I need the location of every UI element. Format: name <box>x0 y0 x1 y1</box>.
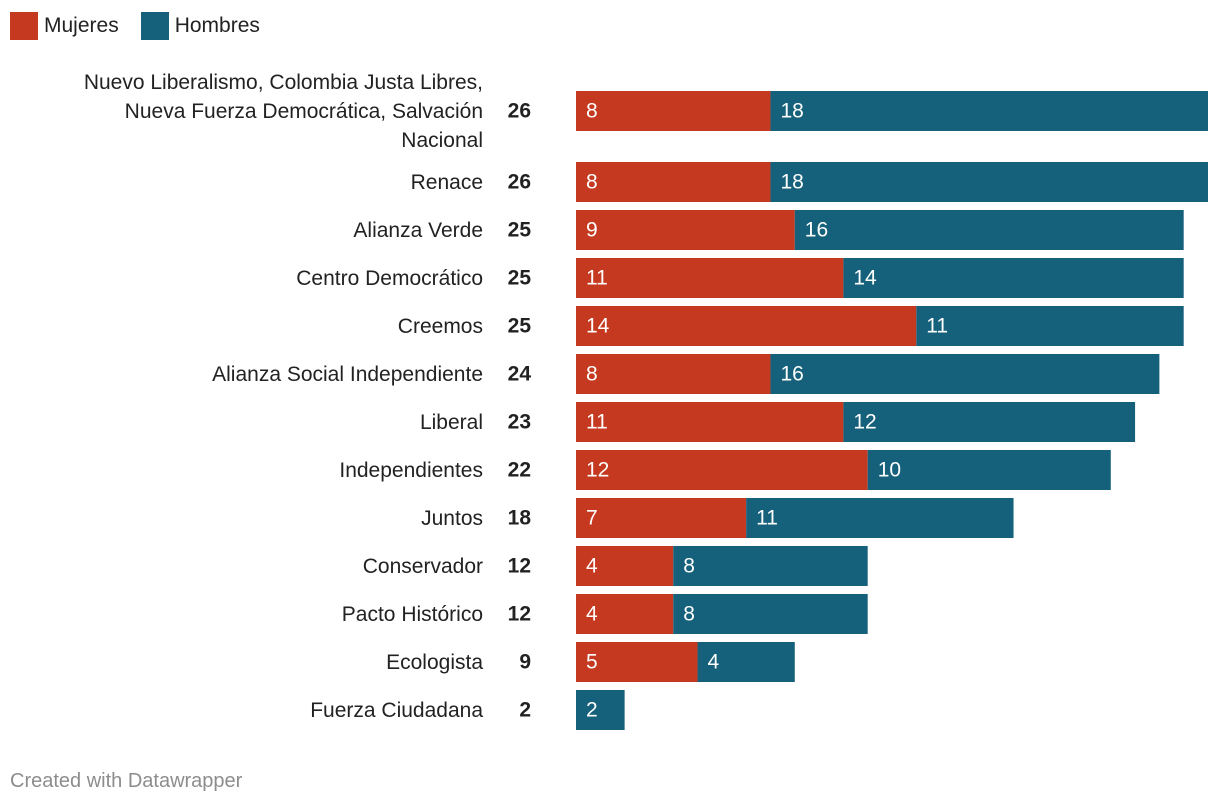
category-label: Ecologista <box>386 651 483 674</box>
bar-segment-mujeres <box>576 91 771 131</box>
category-label: Juntos <box>421 507 483 530</box>
bar-segment-hombres <box>770 354 1160 394</box>
value-label-mujeres: 8 <box>586 363 598 386</box>
total-label: 18 <box>508 507 532 530</box>
category-label: Conservador <box>363 555 483 578</box>
bar-segment-hombres <box>916 306 1184 346</box>
bar-segment-hombres <box>673 546 868 586</box>
value-label-mujeres: 8 <box>586 100 598 123</box>
value-label-hombres: 14 <box>853 267 877 290</box>
bar-segment-hombres <box>770 91 1208 131</box>
total-label: 26 <box>508 100 531 123</box>
value-label-hombres: 16 <box>805 219 828 242</box>
bar-chart: Nuevo Liberalismo, Colombia Justa Libres… <box>84 71 1208 730</box>
bar-segment-mujeres <box>576 594 674 634</box>
footer-credit: Created with Datawrapper <box>10 770 243 792</box>
bar-segment-mujeres <box>576 642 698 682</box>
bar-segment-mujeres <box>576 210 795 250</box>
legend-swatch-mujeres <box>10 12 38 40</box>
legend-label-hombres: Hombres <box>174 14 260 37</box>
value-label-mujeres: 4 <box>586 555 598 578</box>
bar-segment-hombres <box>843 258 1184 298</box>
category-label: Liberal <box>420 411 483 434</box>
bar-segment-hombres <box>576 690 625 730</box>
value-label-mujeres: 11 <box>586 267 608 290</box>
bar-segment-mujeres <box>576 354 771 394</box>
value-label-hombres: 8 <box>683 603 695 626</box>
bar-segment-hombres <box>746 498 1014 538</box>
value-label-mujeres: 4 <box>586 603 598 626</box>
value-label-hombres: 18 <box>780 171 803 194</box>
category-label: Alianza Social Independiente <box>212 363 483 386</box>
total-label: 23 <box>508 411 531 434</box>
bar-segment-mujeres <box>576 450 868 490</box>
bar-segment-hombres <box>697 642 795 682</box>
legend-item-mujeres: Mujeres <box>10 12 119 40</box>
bar-segment-mujeres <box>576 498 747 538</box>
category-label: Centro Democrático <box>296 267 483 290</box>
legend-label-mujeres: Mujeres <box>44 14 119 37</box>
value-label-hombres: 18 <box>780 100 803 123</box>
category-label: Alianza Verde <box>353 219 483 242</box>
total-label: 12 <box>508 555 531 578</box>
value-label-hombres: 4 <box>708 651 720 674</box>
bar-segment-hombres <box>843 402 1136 442</box>
category-label: Fuerza Ciudadana <box>310 699 483 722</box>
bar-segment-hombres <box>867 450 1111 490</box>
category-label: Nuevo Liberalismo, Colombia Justa Libres… <box>84 71 483 152</box>
bar-segment-mujeres <box>576 546 674 586</box>
category-label: Independientes <box>339 459 483 482</box>
value-label-hombres: 12 <box>853 411 876 434</box>
total-label: 25 <box>508 267 532 290</box>
total-label: 9 <box>519 651 531 674</box>
legend-item-hombres: Hombres <box>140 12 260 40</box>
total-label: 26 <box>508 171 531 194</box>
value-label-mujeres: 9 <box>586 219 598 242</box>
bar-segment-hombres <box>770 162 1208 202</box>
legend-swatch-hombres <box>140 12 169 40</box>
bar-segment-hombres <box>794 210 1184 250</box>
bar-segment-hombres <box>673 594 868 634</box>
total-label: 2 <box>519 699 531 722</box>
total-label: 12 <box>508 603 531 626</box>
bar-segment-mujeres <box>576 306 917 346</box>
category-label: Renace <box>411 171 483 194</box>
total-label: 24 <box>508 363 532 386</box>
value-label-hombres: 10 <box>878 459 901 482</box>
legend: Mujeres Hombres <box>10 12 282 40</box>
category-label: Creemos <box>398 315 483 338</box>
value-label-hombres: 11 <box>926 315 948 338</box>
value-label-mujeres: 7 <box>586 507 598 530</box>
category-label: Pacto Histórico <box>342 603 483 626</box>
total-label: 22 <box>508 459 531 482</box>
bar-segment-mujeres <box>576 162 771 202</box>
total-label: 25 <box>508 315 532 338</box>
value-label-hombres: 2 <box>586 699 598 722</box>
value-label-mujeres: 8 <box>586 171 598 194</box>
value-label-mujeres: 11 <box>586 411 608 434</box>
value-label-mujeres: 5 <box>586 651 598 674</box>
bar-segment-mujeres <box>576 402 844 442</box>
value-label-mujeres: 14 <box>586 315 610 338</box>
total-label: 25 <box>508 219 532 242</box>
bar-segment-mujeres <box>576 258 844 298</box>
value-label-hombres: 8 <box>683 555 695 578</box>
value-label-hombres: 11 <box>756 507 778 530</box>
value-label-mujeres: 12 <box>586 459 609 482</box>
value-label-hombres: 16 <box>780 363 803 386</box>
